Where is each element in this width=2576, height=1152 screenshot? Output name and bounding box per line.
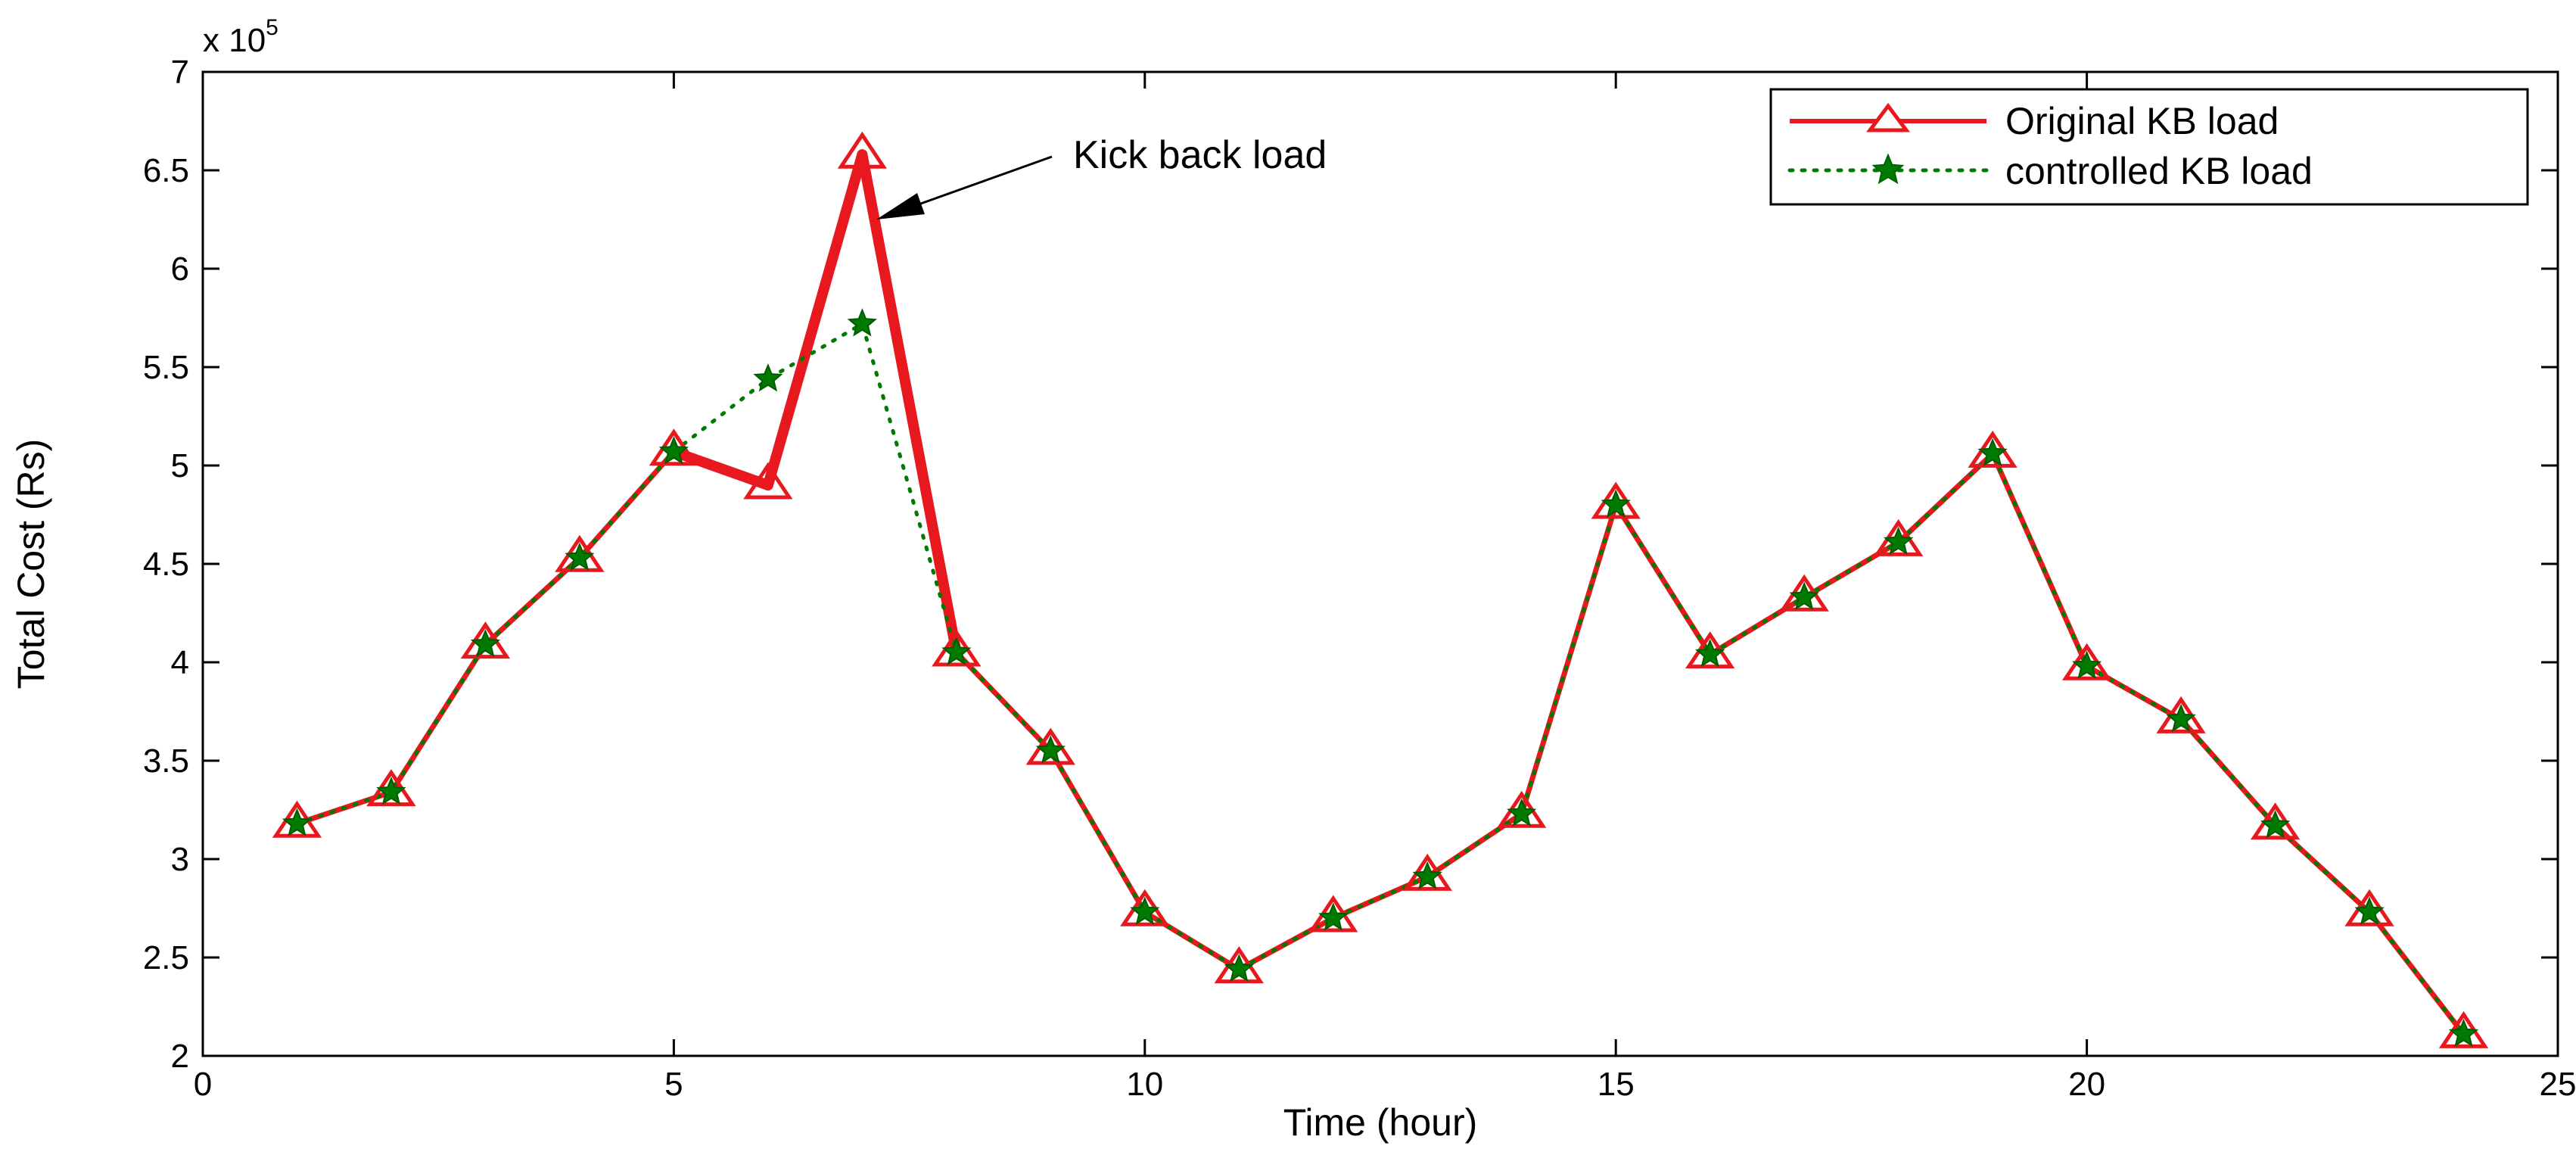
series-markers [272, 131, 2489, 1048]
x-tick-label: 10 [1126, 1066, 1163, 1103]
point-original [837, 131, 888, 169]
y-axis-ticks: 2 2.5 3 3.5 4 4.5 5 5.5 6 6.5 7 [143, 54, 2558, 1075]
y-tick-label: 2.5 [143, 939, 189, 976]
series-line-controlled [294, 321, 2466, 1036]
point-controlled [1224, 953, 1254, 982]
x-tick-label: 0 [194, 1066, 212, 1103]
legend-marker-original [1866, 102, 1910, 132]
y-multiplier-base: x 10 [203, 22, 266, 59]
x-tick-label: 25 [2540, 1066, 2576, 1103]
legend: Original KB load controlled KB load [1769, 88, 2529, 206]
annotation-arrow-shaft [907, 155, 1053, 210]
x-tick-label: 20 [2068, 1066, 2105, 1103]
x-tick-label: 5 [664, 1066, 683, 1103]
y-axis-title: Total Cost (Rs) [10, 439, 52, 690]
point-controlled [282, 808, 313, 836]
point-controlled [658, 436, 689, 465]
point-controlled [470, 628, 501, 658]
y-tick-label: 5 [171, 447, 189, 484]
point-controlled [941, 637, 972, 665]
y-tick-label: 6 [171, 251, 189, 288]
point-controlled [753, 363, 783, 392]
y-tick-label: 5.5 [143, 349, 189, 386]
point-controlled [1695, 638, 1725, 668]
point-controlled [2448, 1018, 2479, 1048]
point-controlled [1412, 861, 1442, 890]
y-multiplier-exponent: 5 [266, 15, 278, 40]
point-controlled [1318, 902, 1349, 931]
x-axis-title: Time (hour) [1283, 1101, 1478, 1144]
x-tick-label: 15 [1598, 1066, 1635, 1103]
series-lines [294, 151, 2466, 1036]
annotation-arrow-head [876, 193, 925, 220]
y-multiplier-label: x 105 [203, 15, 278, 59]
legend-box [1769, 88, 2529, 206]
y-tick-label: 4 [171, 644, 189, 681]
y-tick-label: 3 [171, 841, 189, 878]
y-tick-label: 6.5 [143, 152, 189, 189]
point-controlled [1035, 735, 1066, 764]
point-controlled [2071, 650, 2102, 679]
x-axis-ticks: 0 5 10 15 20 25 [194, 72, 2576, 1103]
legend-item-controlled: controlled KB load [1787, 150, 2313, 192]
point-controlled [1507, 798, 1537, 827]
legend-marker-controlled [1871, 153, 1905, 185]
y-tick-label: 3.5 [143, 743, 189, 780]
plot-background [203, 72, 2558, 1056]
point-controlled [1977, 437, 2008, 467]
point-controlled [1883, 526, 1914, 556]
point-controlled [2260, 810, 2291, 839]
point-controlled [2166, 703, 2196, 733]
point-controlled [1789, 581, 1819, 610]
y-tick-label: 2 [171, 1038, 189, 1075]
annotation: Kick back load [876, 133, 1327, 220]
legend-label-controlled: controlled KB load [2005, 150, 2313, 192]
y-tick-label: 7 [171, 54, 189, 91]
point-controlled [2354, 896, 2385, 925]
point-controlled [376, 776, 406, 805]
point-controlled [565, 542, 595, 571]
legend-label-original: Original KB load [2005, 100, 2279, 142]
annotation-label: Kick back load [1073, 133, 1327, 177]
point-controlled [847, 308, 878, 337]
y-tick-label: 4.5 [143, 546, 189, 583]
point-controlled [1601, 489, 1631, 518]
point-original [743, 462, 793, 500]
legend-item-original: Original KB load [1790, 100, 2279, 142]
point-controlled [1130, 896, 1160, 925]
